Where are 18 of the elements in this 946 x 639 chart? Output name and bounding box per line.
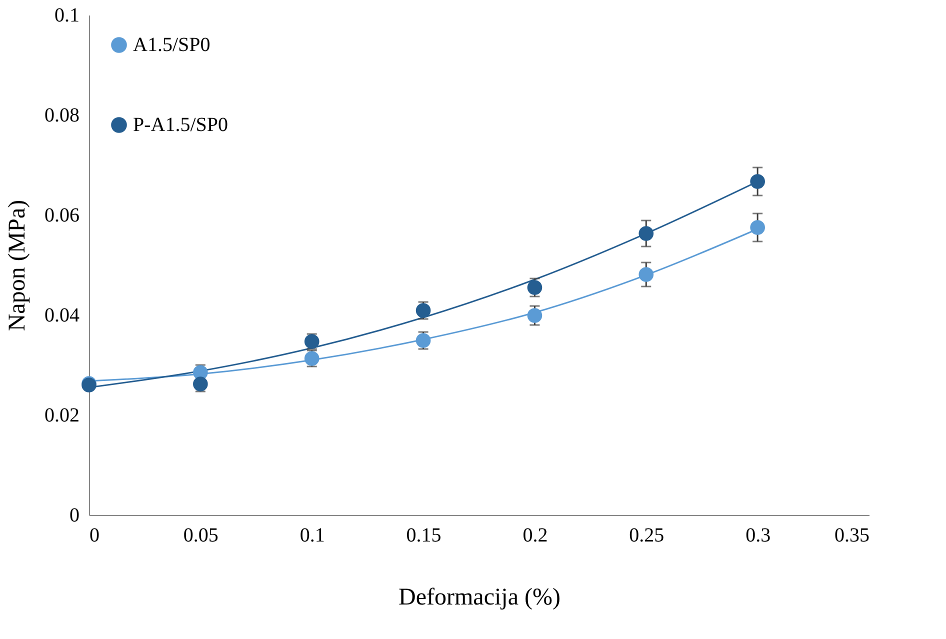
- y-tick-label: 0.06: [44, 204, 80, 226]
- y-tick-label: 0: [70, 504, 80, 526]
- y-tick-label: 0.08: [44, 104, 80, 126]
- x-tick-label: 0.15: [406, 524, 442, 546]
- x-tick-label: 0.05: [183, 524, 218, 546]
- x-tick-label: 0.1: [300, 524, 325, 546]
- x-tick-label: 0.35: [834, 524, 870, 546]
- y-axis-title: Napon (MPa): [4, 200, 30, 332]
- y-tick-label: 0.1: [54, 4, 80, 26]
- legend-label: A1.5/SP0: [133, 34, 210, 56]
- x-tick-label: 0: [90, 524, 100, 546]
- x-tick-label: 0.25: [629, 524, 664, 546]
- x-tick-label: 0.2: [522, 524, 548, 546]
- y-tick-label: 0.02: [44, 404, 80, 426]
- x-tick-label: 0.3: [746, 524, 771, 546]
- y-tick-label: 0.04: [44, 304, 80, 326]
- x-axis-title: Deformacija (%): [398, 584, 560, 610]
- legend-label: P-A1.5/SP0: [133, 114, 228, 136]
